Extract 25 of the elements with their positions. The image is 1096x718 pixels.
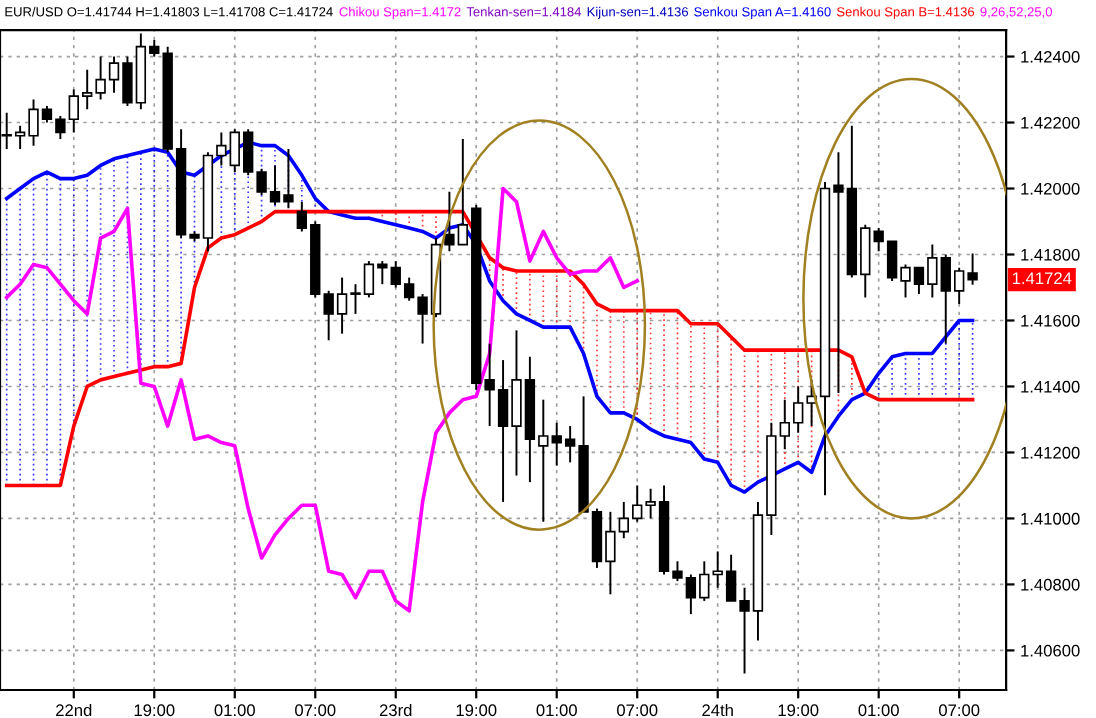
x-tick-label: 19:00 [134, 704, 175, 717]
y-tick-label: 1.42200 [1021, 116, 1080, 129]
x-tick-label: 07:00 [295, 704, 336, 717]
x-tick-label: 19:00 [778, 704, 819, 717]
y-tick-label: 1.40600 [1021, 644, 1080, 657]
y-tick-label: 1.42400 [1021, 50, 1080, 63]
x-tick-label: 22nd [56, 703, 92, 717]
y-tick-label: 1.42000 [1021, 182, 1080, 195]
y-tick-label: 1.41600 [1021, 314, 1080, 327]
y-tick-label: 1.41200 [1021, 446, 1080, 459]
x-tick-label: 01:00 [536, 704, 577, 717]
annotation: 1.41724 [1012, 272, 1072, 284]
y-tick-label: 1.40800 [1021, 578, 1080, 591]
line-series [4, 209, 975, 488]
x-tick-label: 01:00 [858, 704, 899, 717]
line-series [4, 186, 640, 613]
x-tick-label: 24th [702, 703, 733, 717]
y-tick-label: 1.41000 [1021, 512, 1080, 525]
y-tick-label: 1.41400 [1021, 380, 1080, 393]
x-tick-label: 19:00 [456, 704, 497, 717]
y-tick-label: 1.41800 [1021, 248, 1080, 261]
x-tick-label: 07:00 [938, 704, 980, 717]
x-tick-label: 01:00 [214, 704, 255, 717]
x-tick-label: 07:00 [617, 704, 658, 717]
x-tick-label: 23rd [379, 703, 412, 717]
